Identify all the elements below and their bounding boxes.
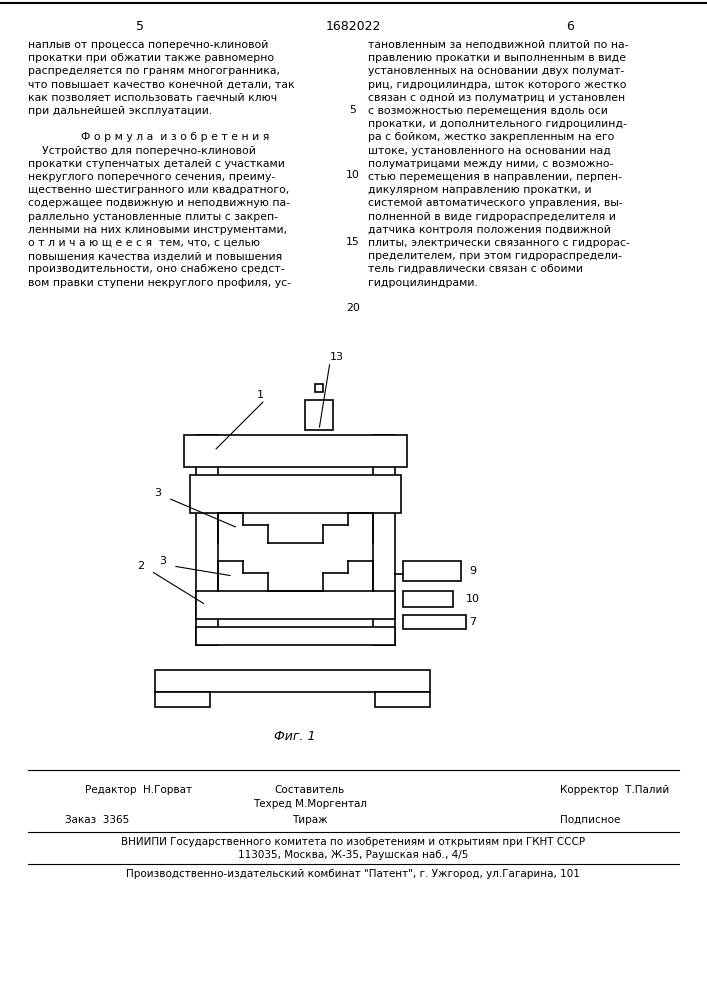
Text: повышения качества изделий и повышения: повышения качества изделий и повышения (28, 251, 282, 261)
Text: 3: 3 (155, 488, 161, 498)
Text: Ф о р м у л а  и з о б р е т е н и я: Ф о р м у л а и з о б р е т е н и я (81, 132, 269, 142)
Text: полненной в виде гидрораспределителя и: полненной в виде гидрораспределителя и (368, 212, 616, 222)
Bar (196, 627, 395, 645)
Bar (190, 475, 401, 513)
Text: 10: 10 (466, 594, 480, 604)
Bar (403, 591, 453, 607)
Text: прокатки, и дополнительного гидроцилинд-: прокатки, и дополнительного гидроцилинд- (368, 119, 627, 129)
Text: как позволяет использовать гаечный ключ: как позволяет использовать гаечный ключ (28, 93, 277, 103)
Text: 5: 5 (349, 105, 356, 115)
Text: некруглого поперечного сечения, преиму-: некруглого поперечного сечения, преиму- (28, 172, 275, 182)
Bar (375, 692, 430, 707)
Text: раллельно установленные плиты с закреп-: раллельно установленные плиты с закреп- (28, 212, 278, 222)
Text: 7: 7 (469, 617, 476, 627)
Text: 13: 13 (330, 352, 344, 362)
Text: ра с бойком, жестко закрепленным на его: ра с бойком, жестко закрепленным на его (368, 132, 614, 142)
Text: ленными на них клиновыми инструментами,: ленными на них клиновыми инструментами, (28, 225, 287, 235)
Text: полуматрицами между ними, с возможно-: полуматрицами между ними, с возможно- (368, 159, 614, 169)
Text: плиты, электрически связанного с гидрорас-: плиты, электрически связанного с гидрора… (368, 238, 630, 248)
Text: 15: 15 (346, 237, 360, 247)
Text: 3: 3 (160, 556, 167, 566)
Bar (403, 561, 461, 581)
Text: 2: 2 (137, 561, 144, 571)
Text: Составитель: Составитель (275, 785, 345, 795)
Text: Заказ  3365: Заказ 3365 (65, 815, 129, 825)
Bar (196, 435, 218, 645)
Bar (305, 400, 333, 430)
Text: Производственно-издательский комбинат "Патент", г. Ужгород, ул.Гагарина, 101: Производственно-издательский комбинат "П… (126, 869, 580, 879)
Text: прокатки при обжатии также равномерно: прокатки при обжатии также равномерно (28, 53, 274, 63)
Text: 10: 10 (346, 170, 360, 180)
Text: штоке, установленного на основании над: штоке, установленного на основании над (368, 146, 611, 156)
Text: распределяется по граням многогранника,: распределяется по граням многогранника, (28, 66, 280, 76)
Bar (315, 384, 323, 392)
Bar (155, 692, 210, 707)
Text: тановленным за неподвижной плитой по на-: тановленным за неподвижной плитой по на- (368, 40, 629, 50)
Text: гидроцилиндрами.: гидроцилиндрами. (368, 278, 478, 288)
Text: 1: 1 (257, 390, 264, 400)
Text: связан с одной из полуматриц и установлен: связан с одной из полуматриц и установле… (368, 93, 625, 103)
Text: пределителем, при этом гидрораспредели-: пределителем, при этом гидрораспредели- (368, 251, 622, 261)
Text: системой автоматического управления, вы-: системой автоматического управления, вы- (368, 198, 623, 208)
Text: 113035, Москва, Ж-35, Раушская наб., 4/5: 113035, Москва, Ж-35, Раушская наб., 4/5 (238, 850, 468, 860)
Text: что повышает качество конечной детали, так: что повышает качество конечной детали, т… (28, 80, 295, 90)
Text: прокатки ступенчатых деталей с участками: прокатки ступенчатых деталей с участками (28, 159, 285, 169)
Text: Тираж: Тираж (292, 815, 328, 825)
Text: производительности, оно снабжено средст-: производительности, оно снабжено средст- (28, 264, 285, 274)
Text: вом правки ступени некруглого профиля, ус-: вом правки ступени некруглого профиля, у… (28, 278, 291, 288)
Text: Подписное: Подписное (560, 815, 620, 825)
Text: щественно шестигранного или квадратного,: щественно шестигранного или квадратного, (28, 185, 289, 195)
Text: 9: 9 (469, 566, 476, 576)
Text: правлению прокатки и выполненным в виде: правлению прокатки и выполненным в виде (368, 53, 626, 63)
Text: Техред М.Моргентал: Техред М.Моргентал (253, 799, 367, 809)
Text: 6: 6 (566, 20, 574, 33)
Text: Фиг. 1: Фиг. 1 (274, 730, 316, 743)
Text: дикулярном направлению прокатки, и: дикулярном направлению прокатки, и (368, 185, 592, 195)
Bar (184, 435, 407, 467)
Bar (373, 435, 395, 645)
Text: с возможностью перемещения вдоль оси: с возможностью перемещения вдоль оси (368, 106, 608, 116)
Text: риц, гидроцилиндра, шток которого жестко: риц, гидроцилиндра, шток которого жестко (368, 80, 626, 90)
Text: стью перемещения в направлении, перпен-: стью перемещения в направлении, перпен- (368, 172, 622, 182)
Text: Корректор  Т.Палий: Корректор Т.Палий (560, 785, 670, 795)
Bar (196, 591, 395, 619)
Text: Редактор  Н.Горват: Редактор Н.Горват (85, 785, 192, 795)
Text: тель гидравлически связан с обоими: тель гидравлически связан с обоими (368, 264, 583, 274)
Text: датчика контроля положения подвижной: датчика контроля положения подвижной (368, 225, 611, 235)
Bar (155, 670, 430, 692)
Bar (403, 615, 466, 629)
Text: при дальнейшей эксплуатации.: при дальнейшей эксплуатации. (28, 106, 212, 116)
Text: 20: 20 (346, 303, 360, 313)
Text: установленных на основании двух полумат-: установленных на основании двух полумат- (368, 66, 624, 76)
Text: содержащее подвижную и неподвижную па-: содержащее подвижную и неподвижную па- (28, 198, 290, 208)
Text: 5: 5 (136, 20, 144, 33)
Text: о т л и ч а ю щ е е с я  тем, что, с целью: о т л и ч а ю щ е е с я тем, что, с цель… (28, 238, 260, 248)
Text: Устройство для поперечно-клиновой: Устройство для поперечно-клиновой (28, 146, 256, 156)
Text: наплыв от процесса поперечно-клиновой: наплыв от процесса поперечно-клиновой (28, 40, 269, 50)
Text: ВНИИПИ Государственного комитета по изобретениям и открытиям при ГКНТ СССР: ВНИИПИ Государственного комитета по изоб… (121, 837, 585, 847)
Text: 1682022: 1682022 (325, 20, 380, 33)
